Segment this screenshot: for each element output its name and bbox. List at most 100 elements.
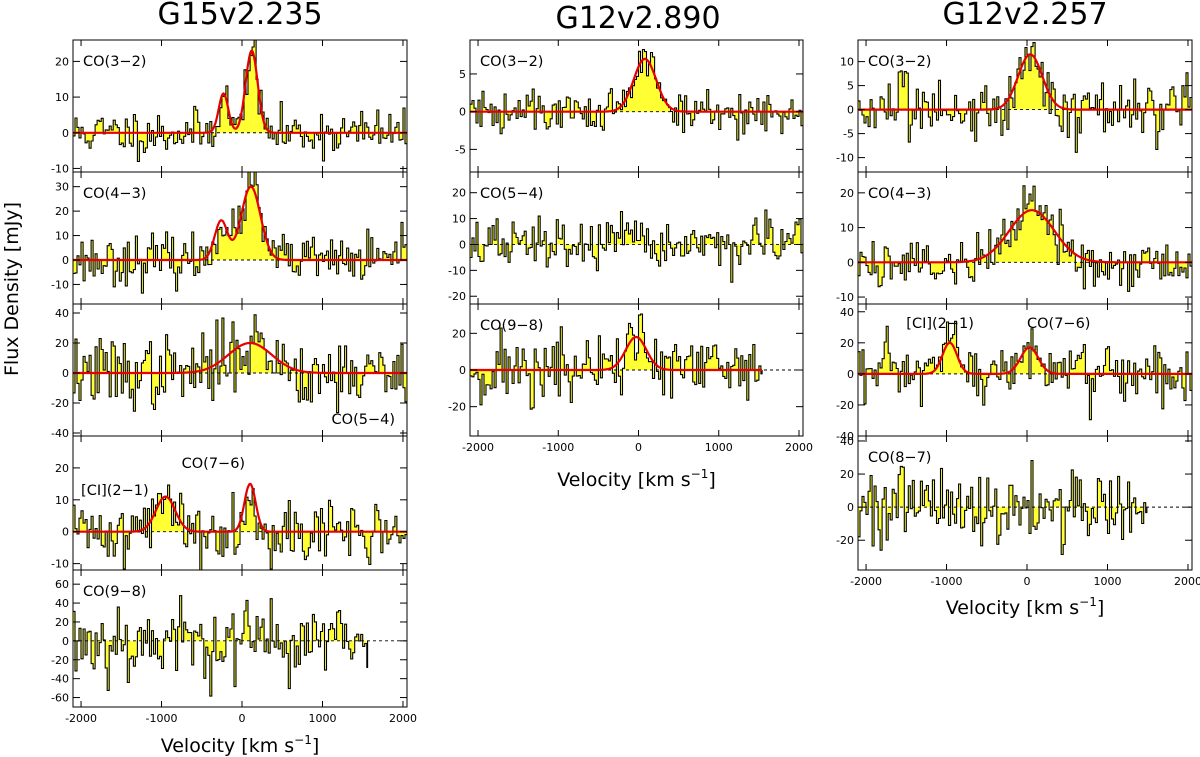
y-tick-label: 10 xyxy=(55,230,69,243)
y-tick-label: 10 xyxy=(452,213,466,226)
y-tick-label: 10 xyxy=(55,91,69,104)
y-tick-label: 0 xyxy=(62,635,69,648)
transition-label: CO(7−6) xyxy=(182,456,245,472)
gaussian-fit-line xyxy=(73,482,407,533)
x-tick-label: -2000 xyxy=(850,575,882,588)
x-tick-label: 0 xyxy=(635,441,642,454)
transition-label: CO(3−2) xyxy=(480,54,543,70)
y-tick-label: 0 xyxy=(62,526,69,539)
spectrum-line xyxy=(470,313,763,410)
y-tick-label: -20 xyxy=(51,397,69,410)
transition-label: CO(5−4) xyxy=(480,186,543,202)
gaussian-fit-line xyxy=(858,209,1192,264)
y-tick-label: -20 xyxy=(448,290,466,303)
y-tick-label: 40 xyxy=(840,435,854,448)
gaussian-fit-line xyxy=(858,341,1192,375)
x-tick-label: 1000 xyxy=(705,441,733,454)
y-tick-label: 20 xyxy=(452,327,466,340)
spectrum-panel: -10 0 10 20 [CI](2−1) CO(7−6) xyxy=(51,435,408,571)
transition-label: CO(4−3) xyxy=(868,186,931,202)
column-title: G12v2.257 xyxy=(942,0,1107,32)
y-tick-label: 0 xyxy=(847,501,854,514)
y-tick-label: -10 xyxy=(51,558,69,571)
y-tick-label: 10 xyxy=(840,56,854,69)
transition-label: [CI](2−1) xyxy=(81,483,149,499)
spectrum-line xyxy=(858,42,1192,153)
spectrum-line xyxy=(73,484,407,570)
y-tick-label: -5 xyxy=(843,128,854,141)
spectrum-panel: -10 0 10 20 CO(4−3) xyxy=(836,171,1193,305)
y-tick-label: -20 xyxy=(836,534,854,547)
x-tick-label: 1000 xyxy=(1093,575,1121,588)
spectrum-fill xyxy=(858,185,1192,292)
y-tick-label: 40 xyxy=(840,306,854,319)
y-tick-label: 20 xyxy=(55,55,69,68)
transition-label: CO(3−2) xyxy=(868,54,931,70)
x-tick-label: -2000 xyxy=(65,712,97,725)
gaussian-fit-line xyxy=(73,49,407,134)
spectrum-line xyxy=(470,209,803,283)
transition-label: CO(8−7) xyxy=(868,450,931,466)
transition-label: CO(9−8) xyxy=(83,584,146,600)
y-tick-label: 20 xyxy=(55,462,69,475)
y-tick-label: 0 xyxy=(459,238,466,251)
column-title: G15v2.235 xyxy=(157,0,322,32)
y-tick-label: 10 xyxy=(840,222,854,235)
y-tick-label: 0 xyxy=(62,367,69,380)
spectrum-panel: -10 -5 0 5 10 CO(3−2) xyxy=(836,39,1193,173)
x-tick-label: -1000 xyxy=(931,575,963,588)
gaussian-fit-line xyxy=(858,53,1192,111)
y-tick-label: 20 xyxy=(55,205,69,218)
spectrum-panel: -20 0 20 CO(9−8) xyxy=(448,303,804,437)
y-tick-label: 20 xyxy=(840,468,854,481)
spectrum-line xyxy=(73,595,369,697)
spectrum-panel: -5 0 5 CO(3−2) xyxy=(455,39,804,173)
y-tick-label: 20 xyxy=(452,187,466,200)
spectrum-line xyxy=(858,459,1148,556)
y-tick-label: 20 xyxy=(55,337,69,350)
y-tick-label: 60 xyxy=(55,578,69,591)
x-tick-label: 0 xyxy=(1024,575,1031,588)
gaussian-fit-line xyxy=(470,57,803,113)
x-axis-label: Velocity [km s−1] xyxy=(946,595,1105,619)
y-tick-label: -40 xyxy=(51,673,69,686)
y-axis-label: Flux Density [mJy] xyxy=(1,202,23,376)
spectrum-fill xyxy=(470,314,763,410)
y-tick-label: -10 xyxy=(51,162,69,175)
spectrum-panel: -40 -20 0 20 40 CO(5−4) xyxy=(51,303,408,440)
spectrum-panel: -10 0 10 20 CO(3−2) xyxy=(51,39,408,175)
y-tick-label: 20 xyxy=(840,187,854,200)
y-tick-label: 0 xyxy=(62,127,69,140)
column-title: G12v2.890 xyxy=(555,1,720,36)
spectrum-fill xyxy=(858,321,1192,420)
gaussian-fit-line xyxy=(73,341,407,375)
y-tick-label: 0 xyxy=(62,254,69,267)
panel-frame xyxy=(72,569,408,708)
y-tick-label: -40 xyxy=(836,430,854,443)
y-tick-label: 30 xyxy=(55,181,69,194)
x-tick-label: -2000 xyxy=(462,441,494,454)
x-tick-label: -1000 xyxy=(146,712,178,725)
y-tick-label: -20 xyxy=(836,399,854,412)
y-tick-label: 0 xyxy=(847,104,854,117)
gaussian-fit-line xyxy=(73,185,407,262)
spectrum-fill xyxy=(73,595,368,697)
x-tick-label: -1000 xyxy=(542,441,574,454)
chart-column-g12v2-257: G12v2.257 -10 -5 0 5 10 CO(3−2) -10 0 10 20 CO(4−3… xyxy=(836,0,1200,619)
y-tick-label: 10 xyxy=(55,494,69,507)
y-tick-label: 0 xyxy=(459,106,466,119)
y-tick-label: 5 xyxy=(459,68,466,81)
spectrum-fill xyxy=(470,49,803,141)
x-tick-label: 0 xyxy=(239,712,246,725)
spectrum-fill xyxy=(470,210,803,283)
spectrum-line xyxy=(858,185,1192,292)
y-tick-label: 20 xyxy=(55,616,69,629)
y-tick-label: -40 xyxy=(51,427,69,440)
spectrum-panel: -20 -10 0 10 20 CO(5−4) xyxy=(448,171,804,305)
y-tick-label: -60 xyxy=(51,692,69,705)
y-tick-label: 0 xyxy=(847,256,854,269)
spectrum-line xyxy=(73,314,407,414)
spectrum-panel: -60 -40 -20 0 20 40 60 CO(9−8) xyxy=(51,569,408,708)
